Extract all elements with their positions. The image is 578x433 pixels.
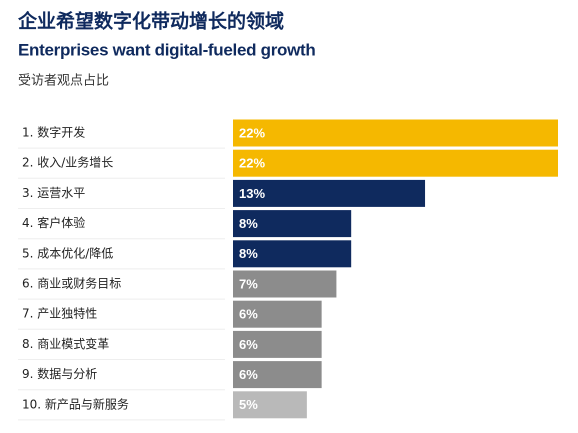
bar [233,119,558,147]
chart-title: 企业希望数字化带动增长的领域 [17,10,284,33]
category-label: 3. 运营水平 [22,186,85,200]
bar [233,270,337,298]
category-label: 9. 数据与分析 [22,366,97,381]
value-label: 22% [239,125,265,140]
value-label: 7% [239,276,258,291]
value-label: 6% [239,337,258,352]
category-label: 7. 产业独特性 [22,306,97,321]
category-label: 1. 数字开发 [22,125,85,140]
value-label: 22% [239,156,265,171]
bar [233,179,426,207]
value-label: 6% [239,307,258,322]
bar [233,330,322,358]
chart-subtitle: Enterprises want digital-fueled growth [18,40,315,59]
value-label: 8% [239,216,258,231]
bar [233,300,322,328]
bar [233,240,352,268]
category-label: 5. 成本优化/降低 [22,246,113,260]
category-label: 4. 客户体验 [22,215,85,230]
category-label: 10. 新产品与新服务 [22,396,129,411]
category-label: 8. 商业模式变革 [22,336,109,351]
value-label: 13% [239,186,265,201]
bar [233,361,322,389]
value-label: 5% [239,397,258,412]
value-label: 8% [239,246,258,261]
category-label: 6. 商业或财务目标 [22,276,121,291]
bar [233,210,352,238]
value-label: 6% [239,367,258,382]
chart-note: 受访者观点占比 [18,74,109,89]
category-label: 2. 收入/业务增长 [22,155,113,170]
bar [233,149,558,177]
bar [233,391,307,419]
